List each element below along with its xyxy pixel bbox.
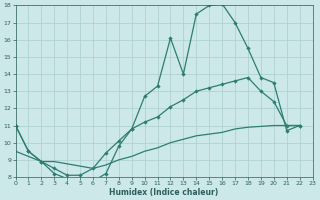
X-axis label: Humidex (Indice chaleur): Humidex (Indice chaleur)	[109, 188, 219, 197]
